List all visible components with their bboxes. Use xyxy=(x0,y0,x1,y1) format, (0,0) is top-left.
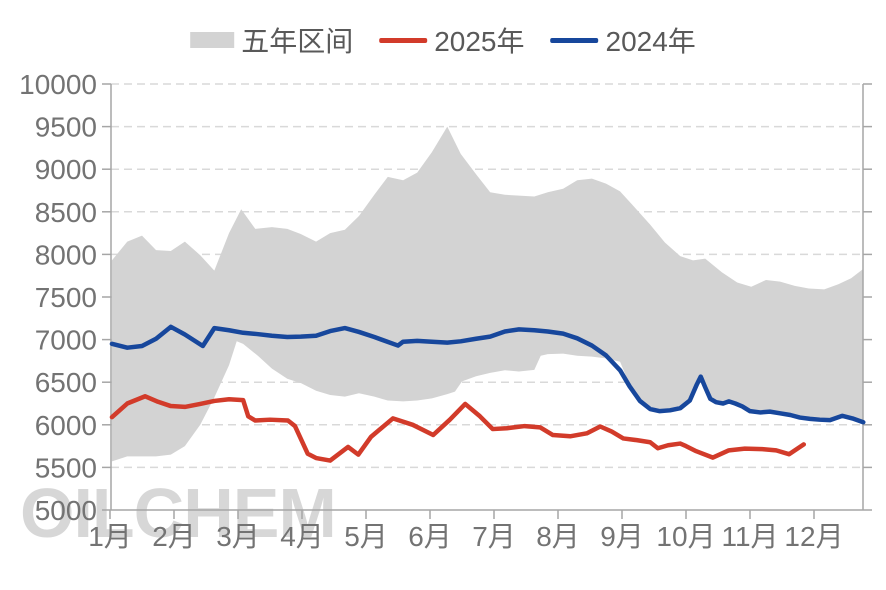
x-tick-label: 5月 xyxy=(344,521,388,552)
y-tick-label: 10000 xyxy=(19,69,97,100)
x-tick-label: 2月 xyxy=(152,521,196,552)
y-tick-label: 8500 xyxy=(35,197,97,228)
y-tick-label: 7000 xyxy=(35,325,97,356)
x-tick-label: 6月 xyxy=(408,521,452,552)
line-swatch-2024 xyxy=(550,37,599,43)
legend-label-2024: 2024年 xyxy=(605,26,696,57)
legend-item-2024: 2024年 xyxy=(550,20,696,60)
x-tick-label: 8月 xyxy=(536,521,580,552)
x-tick-label: 1月 xyxy=(88,521,132,552)
series-line-2024 xyxy=(109,324,866,425)
legend: 五年区间 2025年 2024年 xyxy=(190,20,696,60)
y-tick-label: 9500 xyxy=(35,112,97,143)
y-tick-label: 7500 xyxy=(35,282,97,313)
legend-label-five-year-range: 五年区间 xyxy=(241,26,354,57)
oilchem-watermark: OILCHEM xyxy=(20,474,337,552)
y-tick-label: 5500 xyxy=(35,452,97,483)
five-year-band xyxy=(111,126,864,462)
x-tick-label: 11月 xyxy=(721,521,778,552)
y-tick-label: 6000 xyxy=(35,410,97,441)
x-tick-label: 10月 xyxy=(656,521,715,552)
legend-item-2025: 2025年 xyxy=(379,20,525,60)
x-tick-label: 9月 xyxy=(600,521,644,552)
x-tick-label: 12月 xyxy=(784,521,843,552)
y-tick-label: 5000 xyxy=(35,495,97,526)
series-line-2025 xyxy=(109,394,807,463)
legend-item-five-year-range: 五年区间 xyxy=(190,20,353,60)
y-tick-label: 9000 xyxy=(35,154,97,185)
y-tick-label: 8000 xyxy=(35,239,97,270)
x-tick-label: 3月 xyxy=(216,521,260,552)
legend-label-2025: 2025年 xyxy=(434,26,525,57)
line-swatch-2025 xyxy=(379,37,428,43)
x-tick-label: 7月 xyxy=(472,521,516,552)
band-swatch xyxy=(190,32,235,48)
x-tick-label: 4月 xyxy=(280,521,324,552)
y-tick-label: 6500 xyxy=(35,367,97,398)
